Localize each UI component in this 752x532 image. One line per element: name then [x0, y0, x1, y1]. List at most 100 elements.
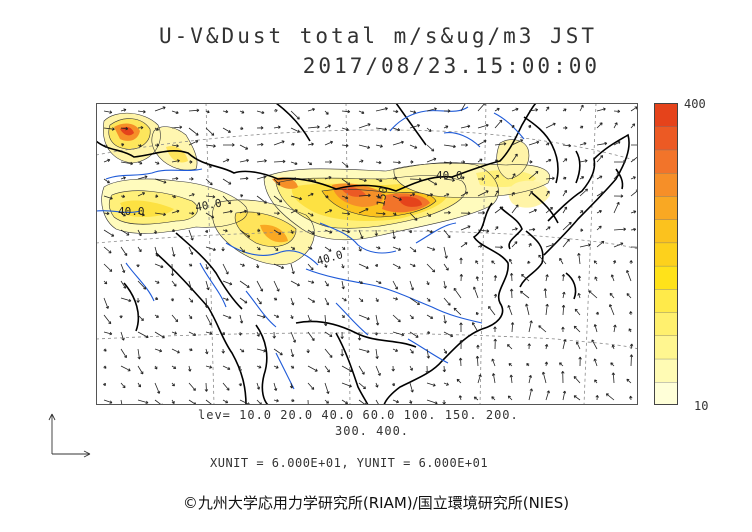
wind-arrow: [375, 178, 383, 183]
wind-arrow: [171, 348, 180, 354]
wind-arrow: [508, 363, 513, 367]
wind-arrow: [170, 297, 174, 302]
wind-arrow: [154, 280, 160, 284]
wind-arrow: [596, 155, 604, 163]
wind-arrow: [374, 331, 378, 336]
wind-arrow: [222, 143, 235, 147]
wind-arrow: [578, 356, 582, 367]
wind-arrow: [102, 382, 106, 387]
wind-arrow: [528, 243, 532, 248]
wind-arrow: [255, 263, 260, 269]
copyright-credit: ©九州大学応用力学研究所(RIAM)/国立環境研究所(NIES): [182, 494, 570, 512]
wind-arrow: [392, 140, 404, 146]
wind-arrow: [239, 229, 251, 238]
wind-arrow: [596, 175, 603, 180]
wind-arrow: [520, 290, 530, 299]
wind-arrow: [205, 280, 210, 291]
wind-arrow: [307, 107, 315, 112]
wind-arrow: [375, 399, 380, 405]
wind-arrow: [120, 246, 128, 256]
wind-arrow: [426, 157, 437, 163]
wind-arrow: [154, 127, 159, 131]
wind-arrow: [613, 122, 618, 129]
wind-arrow: [307, 280, 315, 284]
wind-arrow: [358, 246, 362, 252]
wind-arrow: [358, 229, 364, 239]
wind-arrow: [136, 297, 140, 303]
wind-arrow: [103, 110, 113, 114]
wind-arrow: [188, 127, 199, 136]
wind-arrow: [561, 326, 565, 333]
wind-arrow: [239, 297, 248, 304]
wind-arrow: [103, 365, 107, 369]
wind-arrow: [324, 110, 329, 115]
wind-arrow: [528, 108, 539, 112]
wind-arrow: [611, 344, 615, 350]
wind-arrow: [256, 228, 261, 232]
wind-arrow: [375, 195, 381, 199]
wind-arrow: [460, 176, 465, 180]
wind-arrow: [628, 328, 632, 333]
wind-arrow: [239, 176, 249, 181]
wind-arrow: [205, 110, 210, 114]
wind-arrow: [103, 144, 108, 148]
wind-arrow: [120, 108, 127, 112]
wind-arrow: [456, 378, 462, 384]
wind-arrow: [188, 108, 200, 113]
wind-arrow: [171, 195, 177, 199]
wind-arrow: [340, 348, 344, 357]
wind-arrow: [222, 365, 231, 370]
wind-arrow: [103, 127, 115, 131]
colorbar-cell: [654, 103, 678, 127]
wind-arrow: [239, 280, 250, 288]
wind-arrow: [290, 110, 300, 120]
wind-arrow: [273, 229, 282, 235]
wind-arrow: [409, 160, 414, 164]
wind-arrow: [341, 246, 346, 250]
wind-arrow: [103, 263, 113, 272]
wind-arrow: [596, 210, 602, 214]
wind-arrow: [545, 207, 553, 214]
wind-arrow: [545, 226, 551, 231]
wind-arrow: [443, 211, 451, 215]
wind-arrow: [577, 252, 581, 265]
wind-arrow: [340, 331, 344, 340]
wind-arrow: [222, 209, 233, 214]
wind-arrow: [171, 280, 177, 287]
wind-arrow: [171, 176, 179, 181]
wind-arrow: [409, 144, 418, 149]
wind-arrow: [307, 142, 314, 146]
colorbar-cell: [654, 149, 678, 174]
wind-arrow: [290, 209, 298, 214]
wind-arrow: [154, 178, 167, 184]
wind-arrow: [528, 124, 532, 129]
wind-arrow: [494, 159, 498, 163]
wind-arrow: [137, 246, 142, 253]
wind-arrow: [459, 257, 463, 265]
wind-arrow: [307, 161, 313, 166]
wind-arrow: [188, 347, 193, 352]
wind-arrow: [205, 348, 209, 355]
wind-arrow: [494, 190, 499, 197]
wind-arrow: [579, 228, 584, 232]
wind-arrow: [222, 158, 230, 163]
rivers: [96, 106, 525, 390]
wind-arrow: [562, 390, 567, 401]
wind-arrow: [443, 229, 451, 239]
wind-arrow: [562, 291, 566, 299]
wind-arrow: [273, 211, 280, 215]
colorbar-cell: [654, 126, 678, 151]
wind-arrow: [137, 348, 141, 360]
wind-arrow: [528, 190, 533, 197]
wind-arrow: [120, 382, 126, 389]
wind-arrow: [239, 126, 244, 130]
wind-arrow: [307, 246, 313, 250]
wind-arrow: [491, 260, 496, 265]
wind-arrow: [103, 158, 111, 163]
wind-arrow: [443, 348, 447, 354]
wind-arrow: [375, 382, 379, 388]
wind-arrow: [488, 306, 496, 316]
wind-arrow: [222, 399, 229, 404]
wind-arrow: [528, 140, 540, 146]
wind-arrow: [324, 382, 330, 395]
